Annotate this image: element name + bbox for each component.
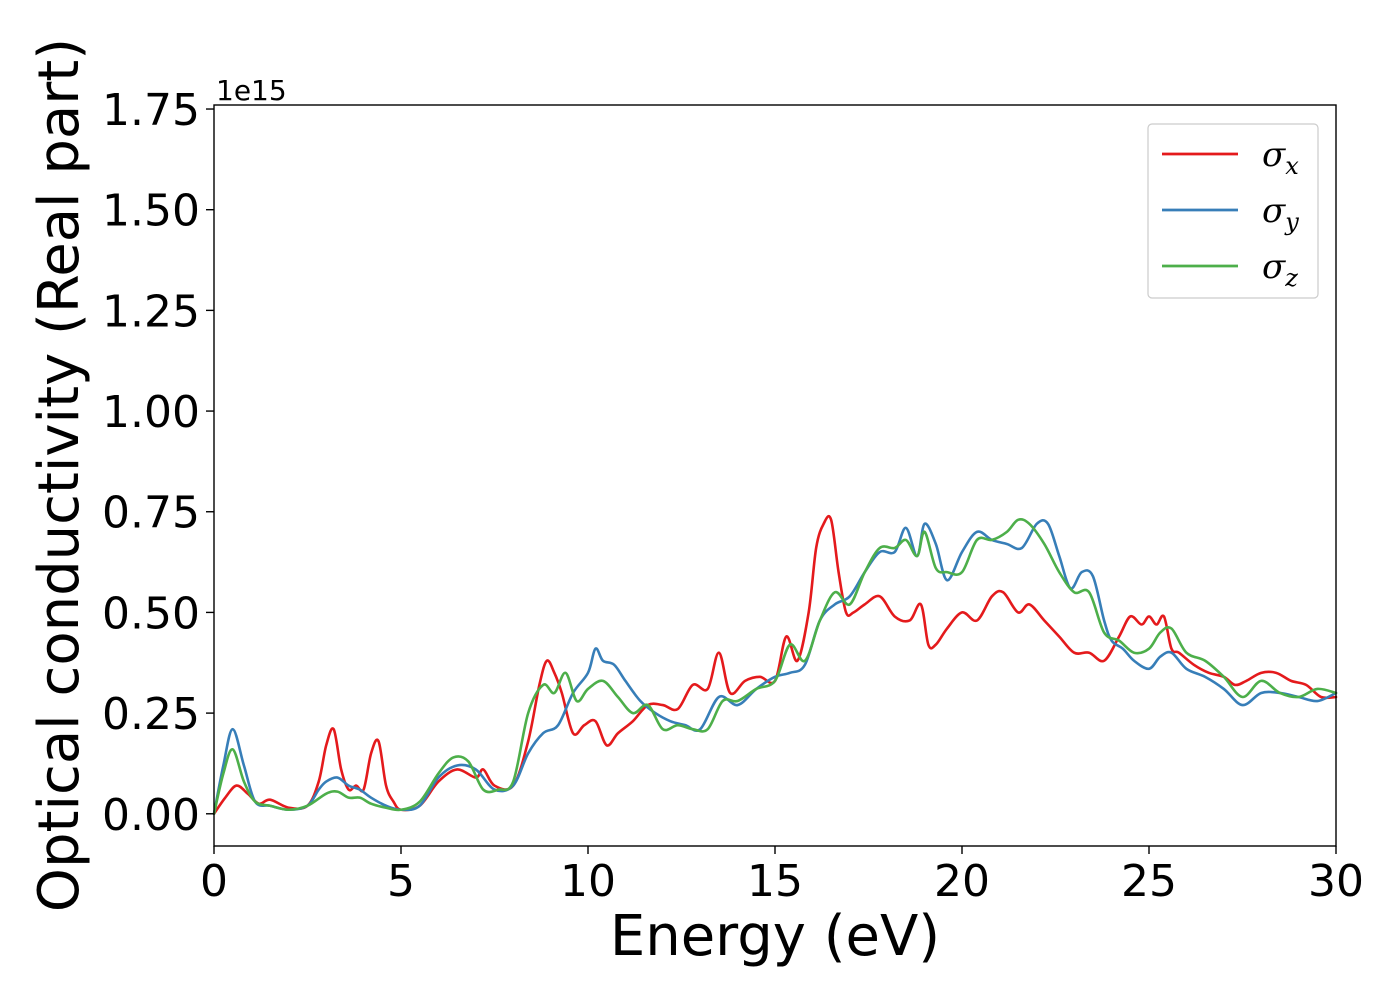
legend-label-symbol: σ <box>1262 247 1286 287</box>
legend-label-y: σy <box>1262 191 1299 236</box>
legend-label-subscript: z <box>1284 264 1298 292</box>
y-tick-label: 0.50 <box>102 588 200 639</box>
y-tick-label: 1.00 <box>102 387 200 438</box>
x-tick-label: 30 <box>1308 856 1364 907</box>
x-tick-label: 0 <box>200 856 228 907</box>
series-layer <box>212 514 1338 816</box>
y-tick-label: 0.75 <box>102 488 200 539</box>
x-tick-label: 15 <box>747 856 803 907</box>
y-axis-ticks: 0.00 0.25 0.50 0.75 1.00 1.25 1.50 1.75 <box>102 85 214 841</box>
y-tick-label: 1.75 <box>102 85 200 136</box>
x-tick-label: 20 <box>934 856 990 907</box>
y-tick-label: 1.50 <box>102 186 200 237</box>
series-line-y <box>212 519 1338 816</box>
legend-label-subscript: y <box>1284 208 1299 236</box>
y-tick-label: 0.25 <box>102 689 200 740</box>
x-axis-ticks: 0 5 10 15 20 25 30 <box>200 846 1364 907</box>
legend-label-symbol: σ <box>1262 191 1286 231</box>
x-tick-label: 10 <box>560 856 616 907</box>
y-tick-label: 1.25 <box>102 286 200 337</box>
legend-label-x: σx <box>1262 135 1299 180</box>
legend-label-subscript: x <box>1285 152 1299 180</box>
series-line-z <box>212 518 1338 816</box>
x-axis-title: Energy (eV) <box>610 904 940 969</box>
x-tick-label: 25 <box>1121 856 1177 907</box>
legend-label-symbol: σ <box>1262 135 1286 175</box>
x-tick-label: 5 <box>387 856 415 907</box>
y-tick-label: 0.00 <box>102 790 200 841</box>
legend-label-z: σz <box>1262 247 1298 292</box>
y-axis-title: Optical conductivity (Real part) <box>27 38 92 912</box>
y-offset-label: 1e15 <box>216 74 287 107</box>
